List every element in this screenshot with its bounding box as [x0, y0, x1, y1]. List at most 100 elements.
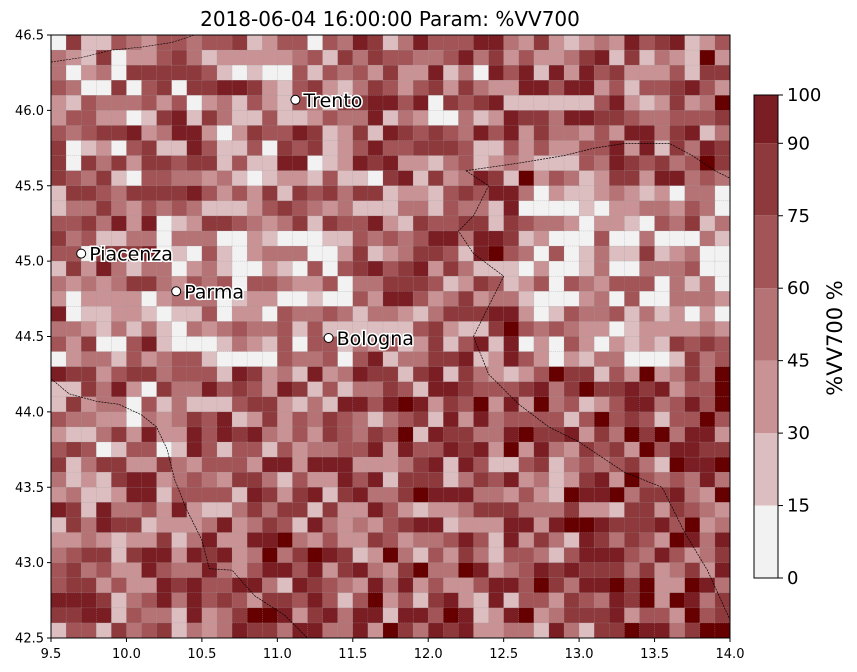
heatmap-cell: [171, 396, 188, 413]
heatmap-cell: [548, 381, 565, 398]
heatmap-cell: [594, 532, 610, 548]
heatmap-cell: [548, 562, 565, 579]
heatmap-cell: [503, 592, 520, 609]
heatmap-cell: [624, 517, 640, 533]
heatmap-cell: [367, 110, 384, 126]
heatmap-cell: [594, 441, 610, 458]
heatmap-cell: [714, 411, 730, 428]
heatmap-cell: [337, 49, 354, 66]
heatmap-cell: [428, 411, 444, 428]
heatmap-cell: [96, 306, 112, 322]
heatmap-cell: [382, 532, 399, 548]
heatmap-cell: [684, 65, 701, 81]
heatmap-cell: [262, 562, 278, 579]
heatmap-cell: [216, 321, 233, 337]
heatmap-cell: [156, 215, 173, 232]
heatmap-cell: [639, 49, 655, 66]
heatmap-cell: [518, 547, 535, 563]
heatmap-cell: [458, 336, 474, 352]
heatmap-cell: [216, 80, 233, 96]
heatmap-cell: [518, 622, 535, 638]
heatmap-cell: [171, 35, 188, 51]
heatmap-cell: [337, 155, 354, 172]
heatmap-cell: [247, 140, 263, 156]
heatmap-cell: [458, 95, 474, 111]
heatmap-cell: [292, 351, 308, 367]
heatmap-cell: [609, 456, 625, 473]
heatmap-cell: [669, 185, 686, 202]
heatmap-cell: [322, 547, 339, 563]
heatmap-cell: [669, 517, 686, 533]
heatmap-cell: [397, 426, 414, 443]
heatmap-cell: [231, 110, 248, 126]
heatmap-cell: [216, 502, 233, 518]
heatmap-cell: [156, 411, 173, 428]
heatmap-cell: [684, 592, 701, 609]
heatmap-cell: [322, 260, 339, 277]
heatmap-cell: [322, 306, 339, 322]
heatmap-cell: [307, 366, 323, 383]
heatmap-cell: [292, 547, 308, 563]
heatmap-cell: [473, 170, 489, 187]
heatmap-cell: [714, 230, 730, 247]
heatmap-cell: [518, 426, 535, 443]
heatmap-cell: [367, 622, 384, 638]
heatmap-cell: [428, 80, 444, 96]
heatmap-cell: [609, 185, 625, 202]
heatmap-cell: [141, 456, 157, 473]
heatmap-cell: [382, 291, 399, 307]
heatmap-cell: [503, 487, 520, 503]
heatmap-cell: [171, 170, 188, 187]
heatmap-cell: [65, 276, 82, 292]
heatmap-cell: [503, 472, 520, 488]
heatmap-cell: [594, 110, 610, 126]
heatmap-cell: [337, 607, 354, 624]
heatmap-cell: [624, 95, 640, 111]
heatmap-cell: [337, 306, 354, 322]
heatmap-cell: [654, 125, 670, 141]
heatmap-cell: [231, 140, 248, 156]
heatmap-cell: [65, 321, 82, 337]
heatmap-cell: [518, 35, 535, 51]
heatmap-cell: [322, 49, 339, 66]
heatmap-cell: [412, 185, 429, 202]
heatmap-cell: [382, 607, 399, 624]
heatmap-cell: [503, 532, 520, 548]
heatmap-cell: [699, 517, 716, 533]
heatmap-cell: [201, 215, 218, 232]
heatmap-cell: [473, 381, 489, 398]
heatmap-cell: [533, 396, 550, 413]
heatmap-cell: [473, 351, 489, 367]
heatmap-cell: [639, 215, 655, 232]
heatmap-cell: [367, 502, 384, 518]
heatmap-cell: [352, 230, 369, 247]
heatmap-cell: [458, 291, 474, 307]
heatmap-cell: [65, 215, 82, 232]
heatmap-cell: [578, 336, 595, 352]
heatmap-cell: [533, 35, 550, 51]
heatmap-cell: [443, 110, 459, 126]
heatmap-cell: [669, 366, 686, 383]
heatmap-cell: [292, 472, 308, 488]
heatmap-cell: [292, 49, 308, 66]
heatmap-cell: [518, 502, 535, 518]
heatmap-cell: [654, 517, 670, 533]
heatmap-cell: [51, 472, 67, 488]
heatmap-cell: [563, 472, 580, 488]
heatmap-cell: [654, 456, 670, 473]
colorbar-frame: [753, 94, 779, 579]
heatmap-cell: [609, 170, 625, 187]
heatmap-cell: [669, 411, 686, 428]
heatmap-cell: [503, 411, 520, 428]
heatmap-cell: [126, 185, 142, 202]
heatmap-cell: [699, 306, 716, 322]
heatmap-cell: [247, 366, 263, 383]
heatmap-cell: [548, 411, 565, 428]
heatmap-cell: [714, 35, 730, 51]
heatmap-cell: [277, 532, 293, 548]
heatmap-cell: [533, 140, 550, 156]
heatmap-cell: [216, 155, 233, 172]
heatmap-cell: [412, 532, 429, 548]
heatmap-cell: [111, 562, 127, 579]
heatmap-cell: [639, 245, 655, 262]
